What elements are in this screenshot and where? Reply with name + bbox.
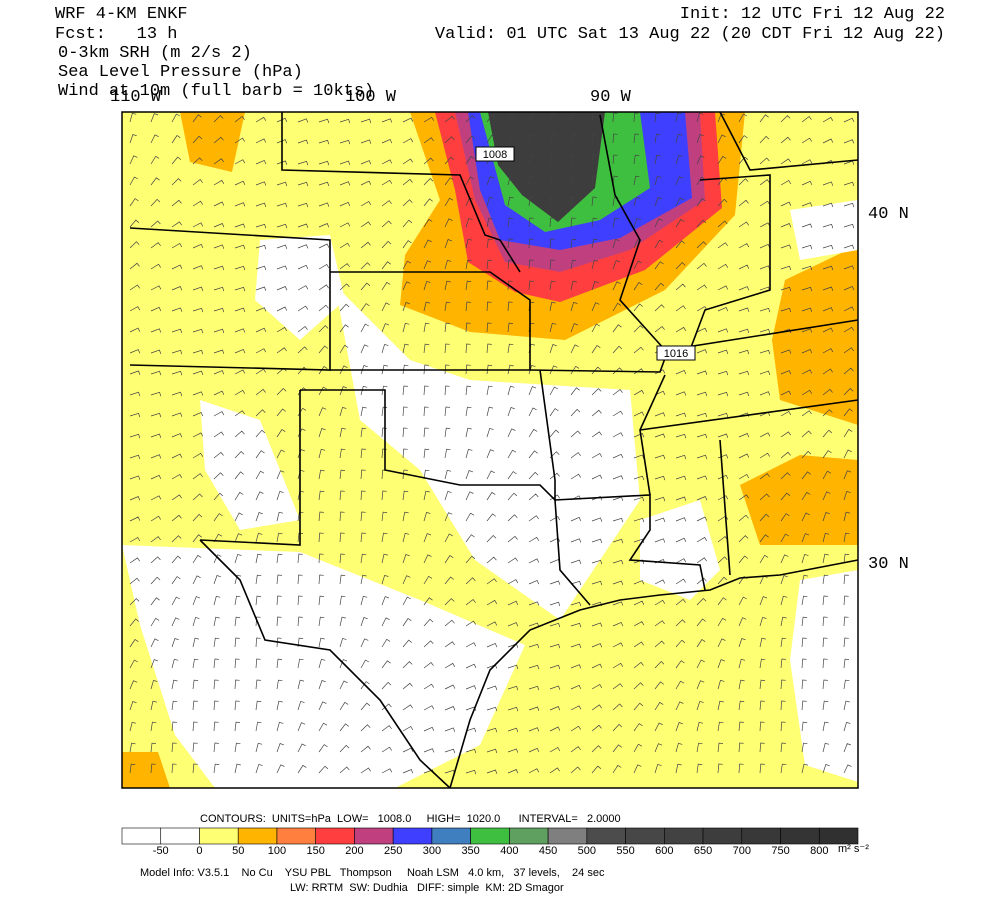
- colorbar-tick-label: 800: [810, 845, 828, 857]
- lon-label: 90 W: [590, 88, 632, 107]
- barb-set: [129, 112, 855, 775]
- color-swatch: [237, 827, 278, 845]
- srh-shade: [335, 285, 640, 620]
- model-info: Model Info: V3.5.1 No Cu YSU PBL Thompso…: [140, 867, 605, 879]
- srh-shade: [200, 400, 300, 530]
- color-swatch: [276, 827, 316, 845]
- colorbar-tick-label: 400: [500, 845, 518, 857]
- srh-shade: [772, 245, 858, 425]
- colorbar: -50 0 50 100 150 200 250 300 350 400 450 500 550 600 6…: [121, 827, 859, 857]
- model-info: LW: RRTM SW: Dudhia DIFF: simple KM: 2D …: [290, 882, 564, 894]
- colorbar-tick-label: 100: [268, 845, 286, 857]
- color-swatch: [780, 827, 820, 845]
- srh-shade: [790, 570, 858, 782]
- color-swatch: [547, 827, 588, 845]
- lat-label: 40 N: [868, 205, 909, 224]
- valid-time: Valid: 01 UTC Sat 13 Aug 22 (20 CDT Fri …: [435, 25, 945, 44]
- contour-label: 1008: [475, 146, 515, 162]
- model-title: WRF 4-KM ENKF: [55, 5, 188, 24]
- colorbar-tick-label: 350: [461, 845, 479, 857]
- lon-label: 100 W: [345, 88, 397, 107]
- color-swatch: [431, 827, 471, 845]
- lat-label: 30 N: [868, 555, 909, 574]
- lon-label: 110 W: [110, 88, 162, 107]
- srh-shade: [488, 112, 605, 222]
- colorbar-tick-label: 50: [232, 845, 244, 857]
- contour-label: 1016: [656, 345, 696, 361]
- wind-barbs: [129, 112, 855, 775]
- color-swatch: [818, 827, 859, 845]
- header: WRF 4-KM ENKF Fcst: 13 h 0-3km SRH (m 2/…: [55, 5, 945, 101]
- colorbar-tick-label: 450: [539, 845, 557, 857]
- color-swatch: [625, 827, 665, 845]
- field-label: Wind at 10m (full barb = 10kts): [58, 82, 374, 101]
- color-swatch: [741, 827, 781, 845]
- colorbar-tick-label: 700: [733, 845, 751, 857]
- colorbar-tick-label: 250: [384, 845, 402, 857]
- map: 1008 1016: [121, 111, 859, 789]
- colorbar-tick-label: 550: [616, 845, 634, 857]
- colorbar-tick-label: 650: [694, 845, 712, 857]
- contour-label-text: 1016: [664, 348, 688, 360]
- colorbar-tick-label: 600: [655, 845, 673, 857]
- srh-shade: [740, 455, 858, 545]
- contour-info: CONTOURS: UNITS=hPa LOW= 1008.0 HIGH= 10…: [200, 813, 621, 825]
- field-label: Sea Level Pressure (hPa): [58, 63, 303, 82]
- srh-shade: [122, 545, 525, 788]
- color-swatch: [586, 827, 626, 845]
- color-swatch: [315, 827, 355, 845]
- colorbar-units: m² s⁻²: [838, 843, 869, 855]
- srh-shade: [640, 500, 720, 600]
- colorbar-tick-label: 750: [771, 845, 789, 857]
- color-swatch: [392, 827, 433, 845]
- color-swatch: [664, 827, 704, 845]
- color-swatch: [702, 827, 743, 845]
- map-frame: [121, 111, 859, 789]
- colorbar-tick-label: 500: [578, 845, 596, 857]
- color-swatch: [160, 827, 200, 845]
- colorbar-tick-label: 300: [423, 845, 441, 857]
- color-swatch: [121, 827, 162, 845]
- srh-shade: [180, 112, 245, 172]
- colorbar-tick-label: 200: [345, 845, 363, 857]
- color-swatch: [354, 827, 394, 845]
- color-swatch: [199, 827, 239, 845]
- srh-shade: [790, 200, 858, 260]
- contour-label-text: 1008: [483, 149, 507, 161]
- field-label: 0-3km SRH (m 2/s 2): [58, 44, 252, 63]
- srh-shade: [122, 752, 170, 788]
- color-swatch: [470, 827, 510, 845]
- colorbar-tick-label: -50: [153, 845, 169, 857]
- colorbar-tick-label: 150: [307, 845, 325, 857]
- boundaries: [129, 111, 859, 789]
- color-swatch: [509, 827, 549, 845]
- forecast-hour: Fcst: 13 h: [55, 25, 177, 44]
- colorbar-tick-label: 0: [196, 845, 202, 857]
- init-time: Init: 12 UTC Fri 12 Aug 22: [680, 5, 945, 24]
- srh-shade: [255, 235, 345, 340]
